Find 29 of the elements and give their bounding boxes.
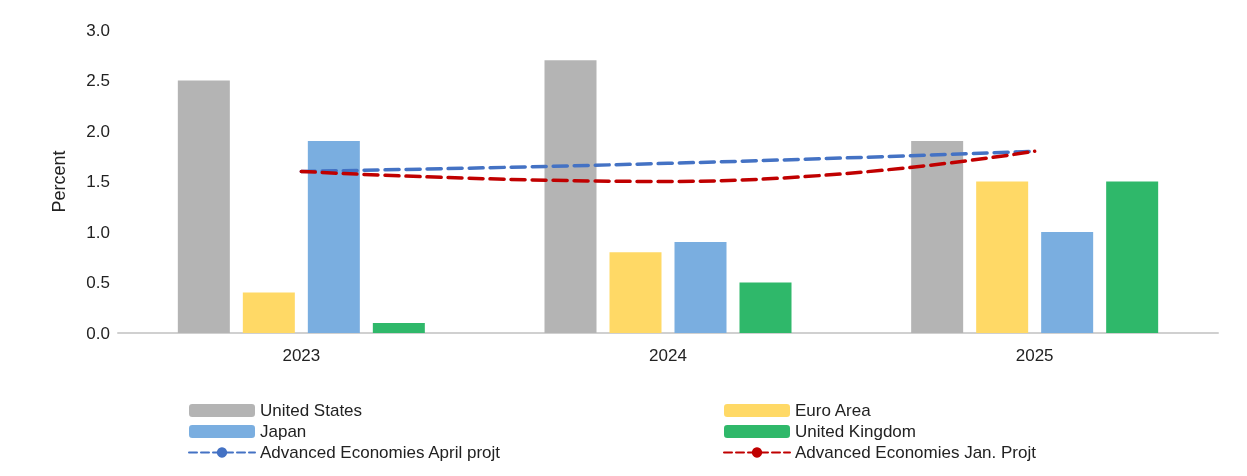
bar xyxy=(372,322,425,333)
x-tick-label: 2025 xyxy=(1015,346,1054,365)
bar xyxy=(1041,232,1094,333)
bar xyxy=(609,252,662,333)
y-tick-label: 1.0 xyxy=(86,222,110,242)
y-tick-label: 1.5 xyxy=(86,172,110,191)
y-tick-label: 0.0 xyxy=(86,323,110,343)
y-tick-label: 3.0 xyxy=(86,20,110,40)
bar xyxy=(976,181,1029,333)
legend-label: Euro Area xyxy=(795,401,872,420)
bar xyxy=(177,80,230,333)
bar xyxy=(307,141,360,333)
bar xyxy=(911,141,964,333)
legend-label: Advanced Economies April projt xyxy=(260,443,501,462)
bar xyxy=(544,60,597,333)
bar xyxy=(1106,181,1159,333)
y-tick-label: 0.5 xyxy=(86,273,110,292)
y-tick-label: 2.0 xyxy=(86,121,110,141)
bar xyxy=(674,242,727,333)
legend-label: Advanced Economies Jan. Projt xyxy=(795,443,1037,462)
x-tick-label: 2024 xyxy=(649,346,687,365)
y-tick-label: 2.5 xyxy=(86,71,110,90)
legend-label: United Kingdom xyxy=(795,422,916,441)
legend-label: Japan xyxy=(260,422,307,441)
x-tick-label: 2023 xyxy=(282,346,321,365)
bar xyxy=(739,282,792,333)
legend-label: United States xyxy=(260,401,363,420)
bar xyxy=(242,292,295,333)
y-axis-title: Percent xyxy=(49,150,69,213)
